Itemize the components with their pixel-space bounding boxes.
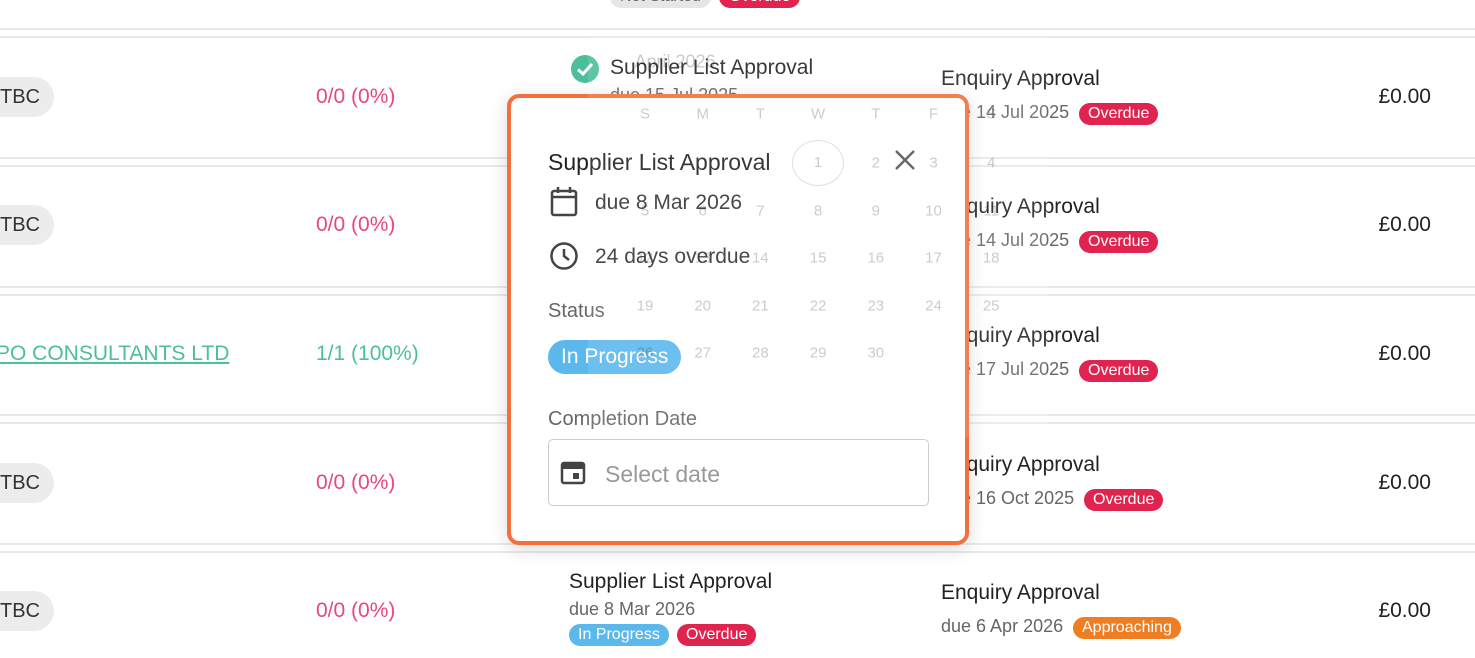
status-badge: Overdue: [1079, 103, 1159, 125]
popup-title: Supplier List Approval: [548, 149, 771, 175]
status-badge: Not Started: [610, 0, 711, 8]
row-divider: [0, 28, 1475, 30]
completion-label: Completion Date: [548, 408, 697, 430]
next-title: Enquiry Approval: [941, 453, 1100, 476]
status-badge: Overdue: [677, 624, 757, 646]
next-due: due 6 Apr 2026: [941, 616, 1064, 636]
status-badge: Approaching: [1073, 617, 1181, 639]
supplier-pill: TBC: [0, 205, 54, 245]
row-divider: [0, 551, 1475, 553]
supplier-pill: TBC: [0, 463, 54, 503]
status-badge: Overdue: [1079, 360, 1159, 382]
next-title: Enquiry Approval: [941, 67, 1100, 90]
popup-overdue: 24 days overdue: [595, 245, 751, 268]
status-pill[interactable]: In Progress: [548, 340, 682, 374]
next-due: due 16 Oct 2025: [941, 488, 1075, 508]
date-input[interactable]: Select date: [548, 439, 929, 506]
next-title: Enquiry Approval: [941, 581, 1100, 604]
progress: 0/0 (0%): [316, 599, 396, 622]
supplier-pill: TBC: [0, 591, 54, 631]
clock-icon: [550, 242, 578, 270]
milestone-popup: Supplier List Approval due 8 Mar 2026 24…: [507, 94, 969, 545]
progress: 0/0 (0%): [316, 85, 396, 108]
status-badge: In Progress: [569, 624, 669, 646]
popup-due: due 8 Mar 2026: [595, 191, 743, 214]
status-label: Status: [548, 300, 605, 322]
milestone-title: Supplier List Approval: [569, 570, 773, 593]
supplier-pill: TBC: [0, 77, 54, 117]
status-badge: Overdue: [1079, 231, 1159, 253]
day[interactable]: 25: [982, 297, 1000, 314]
status-badge: Overdue: [1084, 489, 1164, 511]
close-button[interactable]: [893, 148, 917, 172]
amount: £0.00: [1378, 342, 1431, 365]
done-icon: [571, 55, 599, 83]
amount: £0.00: [1378, 599, 1431, 622]
amount: £0.00: [1378, 85, 1431, 108]
day[interactable]: 18: [982, 249, 1000, 267]
progress: 0/0 (0%): [316, 213, 396, 236]
row-divider: [0, 36, 1475, 38]
supplier-link[interactable]: PO CONSULTANTS LTD: [0, 342, 230, 365]
progress: 1/1 (100%): [316, 342, 419, 365]
status-badge: Overdue: [719, 0, 801, 8]
progress: 0/0 (0%): [316, 471, 396, 494]
calendar-icon: [550, 187, 578, 217]
next-title: Enquiry Approval: [941, 195, 1100, 218]
next-title: Enquiry Approval: [941, 324, 1100, 347]
amount: £0.00: [1378, 213, 1431, 236]
amount: £0.00: [1378, 471, 1431, 494]
milestone-due: due 8 Mar 2026: [569, 599, 696, 619]
next-due: due 14 Jul 2025: [941, 102, 1070, 122]
date-placeholder: Select date: [605, 461, 721, 487]
next-due: due 17 Jul 2025: [941, 359, 1070, 379]
next-due: due 14 Jul 2025: [941, 230, 1070, 250]
date-input-icon: [560, 461, 586, 485]
milestone-title: Supplier List Approval: [610, 56, 814, 79]
